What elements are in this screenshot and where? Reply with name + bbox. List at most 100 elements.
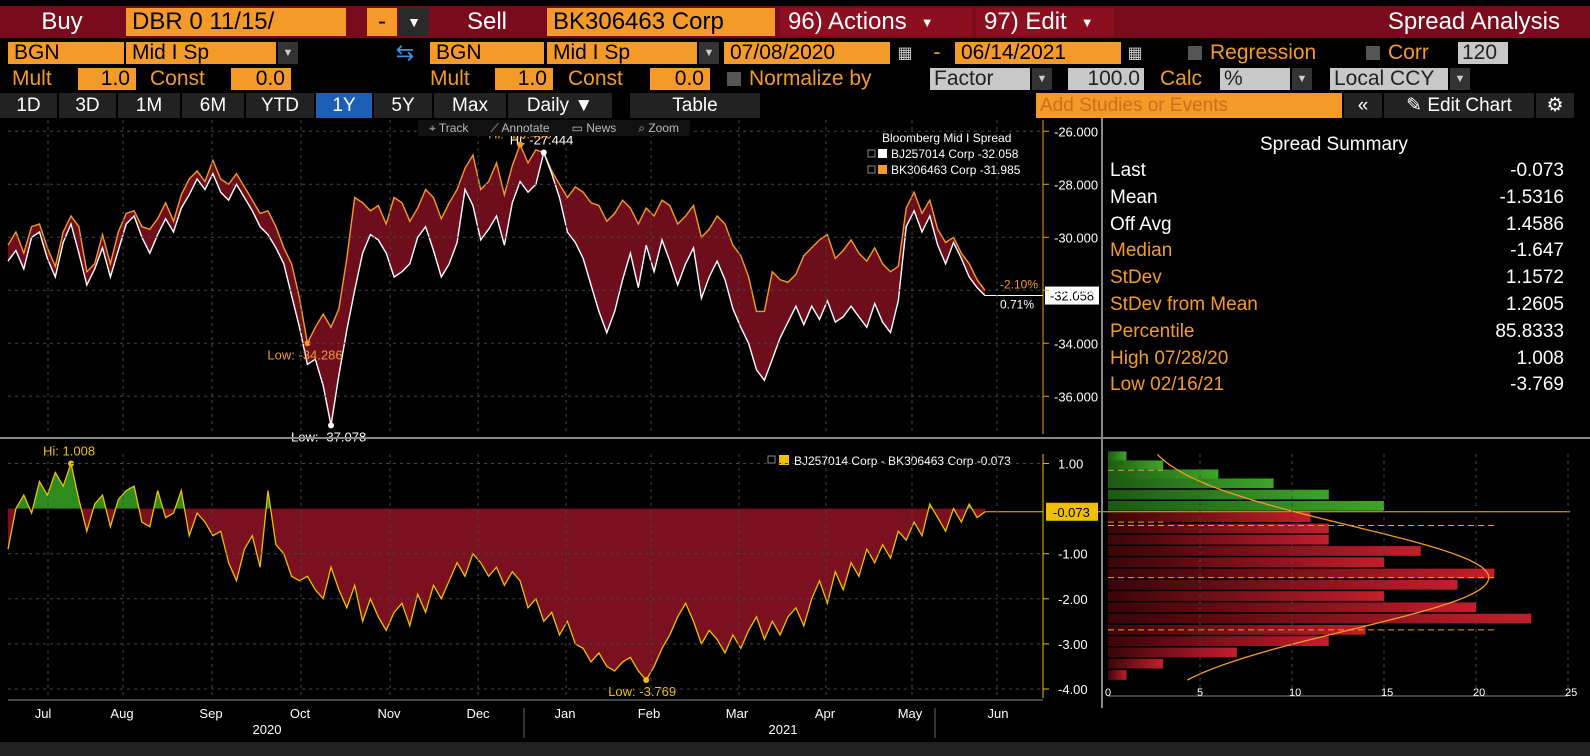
legend-title: Bloomberg Mid I Spread [882, 131, 1011, 145]
tab-max[interactable]: Max [434, 93, 506, 118]
tab-6m[interactable]: 6M [182, 93, 244, 118]
x-tick-label: 25 [1565, 687, 1577, 699]
summary-value: 1.4586 [1505, 213, 1564, 235]
histogram-bar [1108, 670, 1127, 680]
sell-mult-label: Mult [430, 68, 470, 90]
last-spread-tag [1046, 502, 1098, 521]
white-low-marker [328, 422, 335, 429]
buy-pricing-field[interactable]: Mid I Sp [126, 42, 276, 64]
track-tool[interactable]: ⌖ Track [429, 120, 469, 135]
date-separator: - [933, 42, 941, 64]
tab-1y[interactable]: 1Y [316, 93, 372, 118]
summary-value: -3.769 [1510, 374, 1564, 396]
x-month-label: May [898, 706, 923, 721]
histogram-bar [1108, 489, 1329, 500]
sell-pricing-field[interactable]: Mid I Sp [547, 42, 697, 64]
calendar-icon[interactable]: ▦ [1127, 45, 1143, 62]
chevron-down-icon: ▼ [282, 47, 294, 59]
histogram-bar [1108, 557, 1384, 568]
buy-source-field[interactable]: BGN [8, 42, 124, 64]
last-value-label: -32.058 [1050, 289, 1094, 304]
swap-icon[interactable]: ⇆ [395, 42, 415, 64]
calc-field[interactable]: % [1220, 68, 1290, 90]
corr-checkbox[interactable]: Corr [1366, 42, 1456, 64]
orange-high-marker [517, 141, 524, 148]
currency-dropdown[interactable]: ▼ [1450, 68, 1470, 90]
tab-3d[interactable]: 3D [59, 93, 116, 118]
gear-icon[interactable]: ⚙ [1536, 93, 1574, 118]
corr-window-field[interactable]: 120 [1458, 42, 1508, 64]
summary-row: High 07/28/20 1.008 [1110, 348, 1564, 374]
summary-row: Mean -1.5316 [1110, 187, 1564, 213]
sell-mult-field[interactable]: 1.0 [495, 68, 553, 90]
sell-const-field[interactable]: 0.0 [650, 68, 710, 90]
pct-change-label: -2.10% [1000, 278, 1038, 292]
buy-side-selector[interactable]: - [367, 8, 397, 36]
collapse-icon[interactable]: « [1344, 93, 1382, 118]
buy-mult-field[interactable]: 1.0 [78, 68, 136, 90]
tab-spacer [614, 93, 628, 118]
spread-low-marker [643, 676, 650, 683]
start-date-field[interactable]: 07/08/2020 [724, 42, 890, 64]
edit-chart-button[interactable]: ✎ Edit Chart [1384, 93, 1534, 118]
normalize-checkbox[interactable]: Normalize by [727, 68, 927, 90]
last-value-tag [1045, 286, 1099, 305]
currency-field[interactable]: Local CCY [1330, 68, 1448, 90]
regression-checkbox[interactable]: Regression [1188, 42, 1358, 64]
x-month-label: Nov [377, 706, 401, 721]
summary-value: -1.647 [1510, 240, 1564, 262]
normalize-dropdown[interactable]: ▼ [1032, 68, 1052, 90]
spread-distribution-histogram [1098, 451, 1570, 681]
summary-value: 1.2605 [1505, 294, 1564, 315]
chevron-down-icon: ▼ [1080, 14, 1094, 30]
actions-menu-button[interactable]: 96) Actions ▼ [780, 8, 972, 36]
buy-security-input[interactable]: DBR 0 11/15/ [126, 8, 346, 36]
pencil-icon: ✎ [1406, 95, 1428, 116]
buy-const-field[interactable]: 0.0 [231, 68, 291, 90]
histogram-bar [1108, 613, 1532, 624]
tab-5y[interactable]: 5Y [374, 93, 432, 118]
frequency-dropdown[interactable]: Daily ▼ [508, 93, 612, 118]
calc-dropdown[interactable]: ▼ [1292, 68, 1312, 90]
buy-pricing-dropdown[interactable]: ▼ [278, 42, 298, 64]
histogram-bar [1108, 460, 1164, 471]
summary-value: 1.1572 [1505, 267, 1564, 289]
buy-mult-label: Mult [12, 68, 52, 90]
buy-const-label: Const [150, 68, 205, 90]
edit-menu-button[interactable]: 97) Edit ▼ [976, 8, 1114, 36]
chevron-down-icon: ▼ [703, 47, 715, 59]
histogram-bar [1108, 636, 1329, 646]
histogram-bar [1108, 501, 1384, 511]
legend-entry: BJ257014 Corp -32.058 [891, 147, 1019, 161]
x-month-label: Jul [35, 706, 52, 721]
sell-pricing-dropdown[interactable]: ▼ [699, 42, 719, 64]
x-tick-label: 15 [1381, 687, 1393, 699]
table-button[interactable]: Table [630, 93, 760, 118]
legend-expand-icon [867, 149, 876, 158]
normalize-amount-field[interactable]: 100.0 [1068, 68, 1144, 90]
tab-ytd[interactable]: YTD [246, 93, 314, 118]
summary-row: Off Avg 1.4586 [1110, 214, 1564, 240]
x-year-label: 2021 [769, 722, 798, 737]
y-tick-label: 1.00 [1058, 457, 1083, 472]
last-spread-label: -0.073 [1053, 505, 1090, 520]
add-studies-input[interactable]: Add Studies or Events [1036, 93, 1342, 118]
news-tool[interactable]: ▭ News [571, 121, 617, 135]
x-tick-label: 20 [1473, 687, 1485, 699]
zoom-tool[interactable]: ⌕ Zoom [638, 120, 679, 135]
sell-label: Sell [466, 8, 508, 35]
normalize-method-field[interactable]: Factor [930, 68, 1030, 90]
spread-difference-chart: Hi: 1.008 Low: -3.769 BJ257014 Corp - BK30… [7, 444, 1098, 699]
buy-side-dropdown[interactable]: ▼ [399, 8, 429, 36]
tab-1d[interactable]: 1D [0, 93, 57, 118]
y-tick-label: -34.000 [1054, 336, 1098, 351]
end-date-field[interactable]: 06/14/2021 [955, 42, 1121, 64]
sell-source-field[interactable]: BGN [430, 42, 544, 64]
annotate-tool[interactable]: ⟋ Annotate [490, 120, 550, 135]
checkbox-icon [1366, 46, 1380, 60]
tab-spacer [762, 93, 1034, 118]
calendar-icon[interactable]: ▦ [897, 45, 913, 62]
histogram-bar [1108, 658, 1164, 669]
sell-security-input[interactable]: BK306463 Corp [547, 8, 775, 36]
tab-1m[interactable]: 1M [118, 93, 180, 118]
